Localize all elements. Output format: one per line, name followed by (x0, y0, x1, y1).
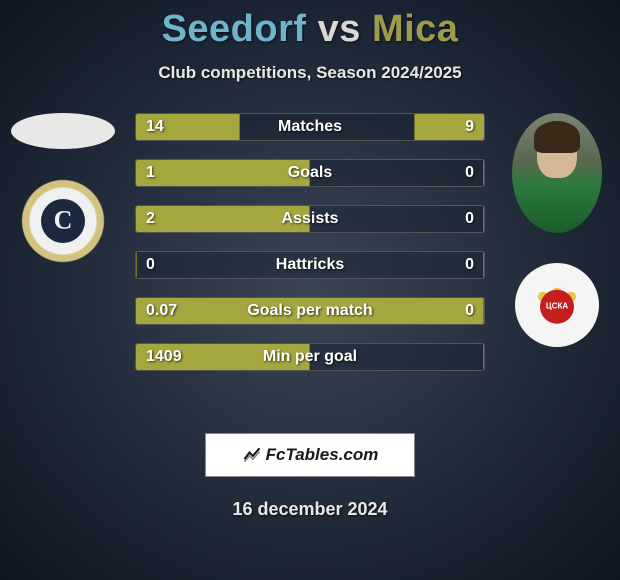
stat-value-right: 9 (465, 118, 474, 136)
stat-value-left: 14 (146, 118, 164, 136)
brand-text: FcTables.com (266, 445, 379, 465)
stat-row: 1409 Min per goal (135, 343, 485, 371)
bar-fill-left (136, 160, 310, 186)
right-column (502, 113, 612, 347)
footer-date: 16 december 2024 (0, 499, 620, 520)
stat-bars: 14Matches91Goals02Assists00Hattricks00.0… (135, 113, 485, 371)
player-right-photo (512, 113, 602, 233)
brand-badge: FcTables.com (205, 433, 415, 477)
stat-value-right: 0 (465, 302, 474, 320)
stat-label: Assists (282, 210, 339, 228)
stat-value-left: 1 (146, 164, 155, 182)
bar-fill-right (483, 344, 484, 370)
bar-fill-right (483, 160, 484, 186)
stat-row: 0 Hattricks 0 (135, 251, 485, 279)
stat-value-right: 0 (465, 164, 474, 182)
stat-value-left: 2 (146, 210, 155, 228)
comparison-title: Seedorf vs Mica (0, 0, 620, 51)
left-column (8, 113, 118, 263)
stat-label: Min per goal (263, 348, 357, 366)
stat-value-left: 1409 (146, 348, 182, 366)
stat-value-left: 0 (146, 256, 155, 274)
chart-icon (242, 445, 262, 465)
player-right-name: Mica (372, 8, 458, 50)
bar-fill-right (483, 206, 484, 232)
bar-fill-right (483, 298, 484, 324)
stat-row: 0.07 Goals per match 0 (135, 297, 485, 325)
stat-label: Goals (288, 164, 332, 182)
player-left-placeholder (11, 113, 115, 149)
stat-row: 1 Goals 0 (135, 159, 485, 187)
bar-fill-right (483, 252, 484, 278)
stat-label: Hattricks (276, 256, 344, 274)
club-badge-right (515, 263, 599, 347)
stat-value-right: 0 (465, 256, 474, 274)
stat-value-left: 0.07 (146, 302, 177, 320)
stat-label: Goals per match (247, 302, 372, 320)
comparison-content: 14Matches91Goals02Assists00Hattricks00.0… (0, 113, 620, 413)
stat-value-right: 0 (465, 210, 474, 228)
bar-fill-left (136, 252, 137, 278)
stat-row: 14 Matches 9 (135, 113, 485, 141)
player-left-name: Seedorf (162, 8, 307, 50)
subtitle: Club competitions, Season 2024/2025 (0, 63, 620, 83)
stat-label: Matches (278, 118, 342, 136)
stat-row: 2 Assists 0 (135, 205, 485, 233)
club-badge-left (21, 179, 105, 263)
title-vs: vs (318, 8, 361, 50)
